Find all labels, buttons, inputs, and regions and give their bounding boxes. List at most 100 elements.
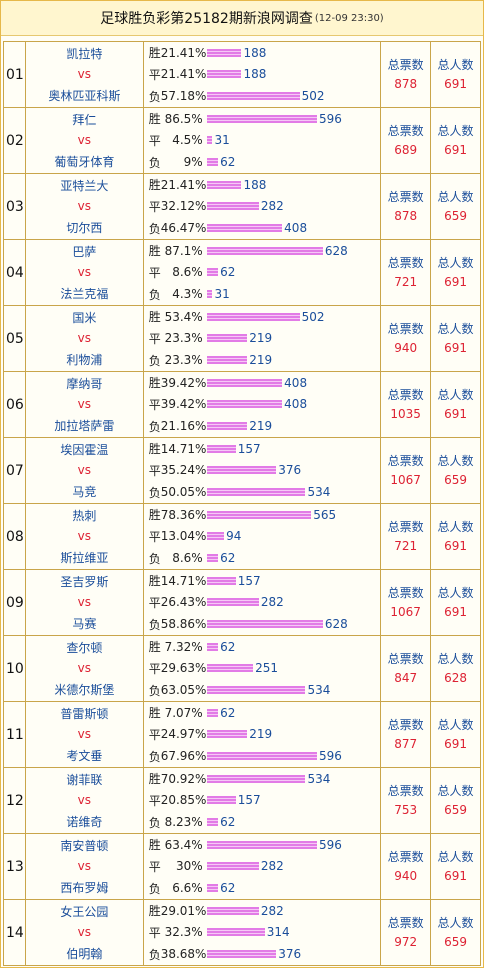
option: 平 30% 282 xyxy=(149,857,381,875)
option-label: 胜 xyxy=(148,178,161,193)
total-people: 总人数 691 xyxy=(431,42,481,107)
option-percent: 7.32% xyxy=(164,639,203,654)
option-count: 219 xyxy=(249,419,273,434)
vote-bar xyxy=(206,510,312,519)
match-row: 07 埃因霍温 vs 马竞 胜 14.71% 157 平 35.24% 376 负 50.05% 534… xyxy=(3,438,481,504)
vs-label: vs xyxy=(77,727,91,742)
option-count: 62 xyxy=(220,881,236,896)
option-count: 62 xyxy=(220,705,236,720)
option-count: 282 xyxy=(260,859,284,874)
option-label: 负 xyxy=(148,419,161,434)
away-team: 米德尔斯堡 xyxy=(54,683,115,698)
option-count: 408 xyxy=(284,375,308,390)
option-label: 负 xyxy=(148,617,161,632)
total-people: 总人数 659 xyxy=(431,438,481,503)
total-votes: 总票数 721 xyxy=(381,504,432,569)
vote-bar xyxy=(206,444,236,453)
home-team: 圣吉罗斯 xyxy=(60,574,109,589)
option: 胜 21.41% 188 xyxy=(149,176,381,194)
option-label: 平 xyxy=(148,397,161,412)
total-votes: 总票数 1035 xyxy=(381,372,432,437)
option-count: 408 xyxy=(284,221,308,236)
vs-label: vs xyxy=(77,463,91,478)
match-number: 08 xyxy=(4,504,26,569)
option-count: 219 xyxy=(249,331,273,346)
votes-value: 1067 xyxy=(390,472,421,487)
total-votes: 总票数 1067 xyxy=(381,438,432,503)
option-percent: 14.71% xyxy=(160,573,207,588)
option-label: 胜 xyxy=(148,112,161,127)
votes-value: 940 xyxy=(394,868,418,883)
match-row: 05 国米 vs 利物浦 胜 53.4% 502 平 23.3% 219 负 23.3% 219 总票数 9… xyxy=(3,306,481,372)
people-label: 总人数 xyxy=(437,849,474,864)
votes-label: 总票数 xyxy=(387,255,424,270)
total-votes: 总票数 847 xyxy=(381,636,432,701)
option-percent: 21.41% xyxy=(160,177,207,192)
vote-stats: 胜 87.1% 628 平 8.6% 62 负 4.3% 31 xyxy=(144,240,382,305)
option-label: 平 xyxy=(148,595,161,610)
option-percent: 8.23% xyxy=(164,815,203,830)
option-percent: 58.86% xyxy=(160,617,207,632)
teams: 查尔顿 vs 米德尔斯堡 xyxy=(26,636,144,701)
option-count: 376 xyxy=(278,947,302,962)
vs-label: vs xyxy=(77,793,91,808)
teams: 圣吉罗斯 vs 马赛 xyxy=(26,570,144,635)
vote-bar xyxy=(206,290,213,299)
vote-stats: 胜 39.42% 408 平 39.42% 408 负 21.16% 219 xyxy=(144,372,382,437)
match-row: 14 女王公园 vs 伯明翰 胜 29.01% 282 平 32.3% 314 负 38.68% 376… xyxy=(3,900,481,966)
total-people: 总人数 691 xyxy=(431,240,481,305)
teams: 巴萨 vs 法兰克福 xyxy=(26,240,144,305)
away-team: 考文垂 xyxy=(66,749,103,764)
option-percent: 26.43% xyxy=(160,595,207,610)
total-votes: 总票数 1067 xyxy=(381,570,432,635)
option-label: 负 xyxy=(148,89,161,104)
home-team: 热刺 xyxy=(72,508,97,523)
option: 负 57.18% 502 xyxy=(149,87,381,105)
option-percent: 4.5% xyxy=(172,133,203,148)
option: 负 23.3% 219 xyxy=(149,351,381,369)
option-label: 胜 xyxy=(148,46,161,61)
home-team: 摩纳哥 xyxy=(66,376,103,391)
option: 平 29.63% 251 xyxy=(149,659,381,677)
votes-label: 总票数 xyxy=(387,57,424,72)
votes-value: 940 xyxy=(394,340,418,355)
option-percent: 29.01% xyxy=(160,903,207,918)
header: 足球胜负彩第25182期新浪网调查 (12-09 23:30) xyxy=(1,1,483,36)
option-percent: 63.05% xyxy=(160,683,207,698)
option: 胜 63.4% 596 xyxy=(149,836,381,854)
option-percent: 87.1% xyxy=(164,243,203,258)
option-count: 157 xyxy=(237,441,261,456)
vote-bar xyxy=(206,312,300,321)
votes-value: 721 xyxy=(394,274,418,289)
total-people: 总人数 659 xyxy=(431,174,481,239)
vote-bar xyxy=(206,268,219,277)
option: 负 38.68% 376 xyxy=(149,945,381,963)
votes-label: 总票数 xyxy=(387,651,424,666)
match-number: 06 xyxy=(4,372,26,437)
total-people: 总人数 691 xyxy=(431,702,481,767)
vote-bar xyxy=(206,730,248,739)
option: 平 13.04% 94 xyxy=(149,527,381,545)
votes-label: 总票数 xyxy=(387,321,424,336)
option: 胜 14.71% 157 xyxy=(149,572,381,590)
vote-bar xyxy=(206,708,219,717)
total-votes: 总票数 940 xyxy=(381,306,432,371)
option-label: 胜 xyxy=(148,244,161,259)
people-label: 总人数 xyxy=(437,651,474,666)
total-people: 总人数 691 xyxy=(431,306,481,371)
total-votes: 总票数 721 xyxy=(381,240,432,305)
option-count: 565 xyxy=(313,507,337,522)
vs-label: vs xyxy=(77,859,91,874)
option-label: 胜 xyxy=(148,706,161,721)
people-label: 总人数 xyxy=(437,585,474,600)
vs-label: vs xyxy=(77,133,91,148)
option-percent: 6.6% xyxy=(172,881,203,896)
away-team: 马赛 xyxy=(72,617,97,632)
people-label: 总人数 xyxy=(437,783,474,798)
total-votes: 总票数 940 xyxy=(381,834,432,899)
people-value: 628 xyxy=(444,670,467,685)
option-count: 62 xyxy=(220,551,236,566)
vote-bar xyxy=(206,114,317,123)
option-label: 负 xyxy=(148,881,161,896)
match-row: 10 查尔顿 vs 米德尔斯堡 胜 7.32% 62 平 29.63% 251 负 63.05% 534… xyxy=(3,636,481,702)
